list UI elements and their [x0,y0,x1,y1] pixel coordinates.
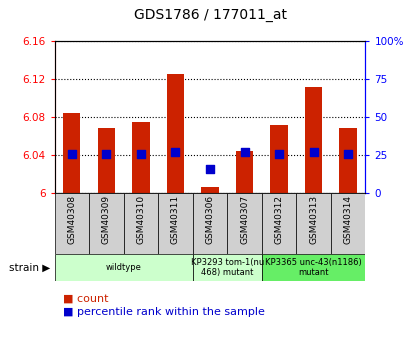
Text: wildtype: wildtype [106,263,142,272]
Text: GSM40309: GSM40309 [102,195,111,244]
Bar [63,112,81,193]
Text: GSM40314: GSM40314 [344,195,353,244]
Bar [201,187,219,193]
Bar [262,193,297,254]
Bar [227,193,262,254]
Text: GSM40313: GSM40313 [309,195,318,244]
Bar [98,128,115,193]
Bar [55,193,89,254]
Point [241,149,248,155]
Bar [262,254,365,281]
Bar [89,193,123,254]
Text: GSM40312: GSM40312 [275,195,284,244]
Bar [55,254,193,281]
Bar [158,193,193,254]
Bar [305,87,322,193]
Text: ■ percentile rank within the sample: ■ percentile rank within the sample [63,307,265,317]
Text: GSM40310: GSM40310 [136,195,145,244]
Text: GSM40311: GSM40311 [171,195,180,244]
Bar [167,73,184,193]
Text: GSM40308: GSM40308 [67,195,76,244]
Point [103,151,110,157]
Text: strain ▶: strain ▶ [9,263,50,272]
Text: KP3365 unc-43(n1186)
mutant: KP3365 unc-43(n1186) mutant [265,258,362,277]
Text: GSM40307: GSM40307 [240,195,249,244]
Bar [193,254,262,281]
Bar [331,193,365,254]
Point [172,149,179,155]
Point [310,149,317,155]
Text: ■ count: ■ count [63,294,108,303]
Point [276,151,282,157]
Bar [297,193,331,254]
Text: KP3293 tom-1(nu
468) mutant: KP3293 tom-1(nu 468) mutant [191,258,264,277]
Bar [123,193,158,254]
Point [138,151,144,157]
Bar [193,193,227,254]
Bar [236,150,253,193]
Point [207,166,213,172]
Bar [270,125,288,193]
Point [345,151,352,157]
Bar [339,128,357,193]
Bar [132,122,150,193]
Point [68,151,75,157]
Text: GDS1786 / 177011_at: GDS1786 / 177011_at [134,8,286,22]
Text: GSM40306: GSM40306 [205,195,215,244]
